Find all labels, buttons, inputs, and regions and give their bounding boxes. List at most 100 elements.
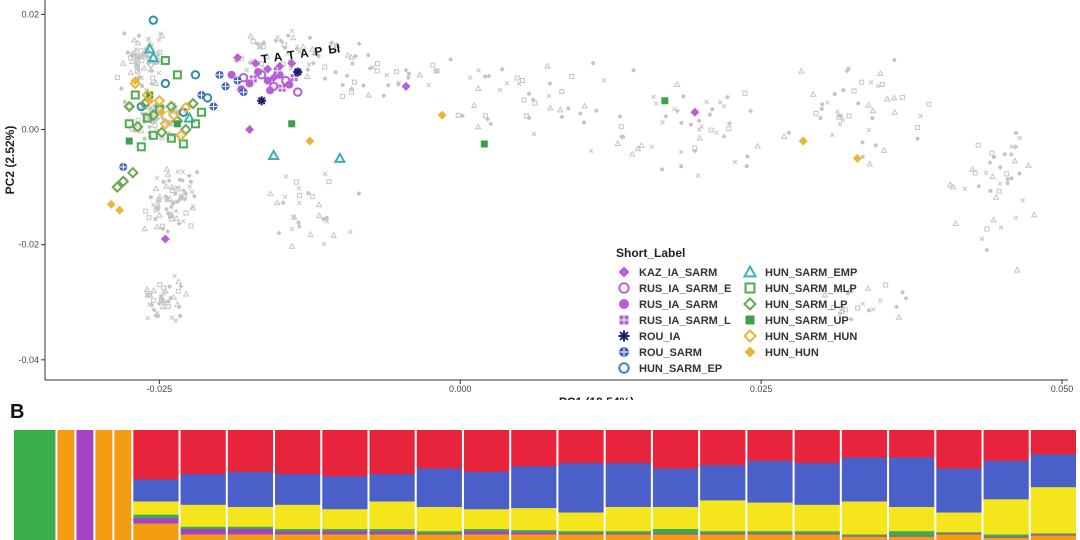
point-rus_ia_sarm_e-4 [293, 87, 303, 97]
admixture-segment [275, 474, 321, 506]
point-hun_sarm_mlp-8 [190, 119, 200, 129]
admixture-segment [936, 533, 982, 535]
admixture-segment [369, 529, 415, 532]
point-rus_ia_sarm-8 [266, 86, 275, 95]
point-hun_sarm_lp-9 [126, 166, 139, 179]
admixture-segment [511, 534, 557, 540]
panel-label-b: B [10, 401, 24, 423]
x-axis-title: PC1 (19.54%) [559, 395, 634, 400]
admixture-segment [841, 535, 888, 537]
point-hun_sarm_ep-2 [160, 78, 171, 89]
admixture-segment [180, 526, 226, 530]
admixture-segment [983, 499, 1029, 535]
admixture-segment [605, 463, 651, 508]
admixture-segment [227, 471, 274, 508]
point-rou_sarm-2 [233, 76, 242, 85]
admixture-group-14 [558, 430, 604, 540]
point-hun_sarm_emp-1 [147, 51, 160, 63]
point-hun_sarm_hun-5 [159, 117, 172, 130]
legend-marker-rus_ia_sarm [619, 299, 629, 309]
admixture-segment [747, 502, 793, 532]
admixture-segment [511, 466, 557, 509]
legend-label: ROU_IA [639, 331, 681, 343]
point-hun_sarm_ep-0 [148, 15, 159, 25]
admixture-segment [463, 529, 510, 532]
admixture-segment [747, 531, 793, 534]
admixture-segment [652, 430, 699, 469]
point-rou_sarm-0 [215, 70, 224, 79]
point-hun_sarm_mlp-10 [136, 142, 146, 152]
admixture-group-21 [889, 430, 935, 540]
admixture-segment [936, 468, 982, 513]
point-kaz_ia_sarm-8 [690, 107, 700, 117]
point-kaz_ia_sarm-7 [401, 81, 411, 91]
point-hun_sarm_lp-8 [117, 175, 130, 188]
admixture-segment [558, 430, 604, 464]
admixture-segment [983, 536, 1029, 539]
admixture-segment [794, 463, 840, 506]
point-hun_sarm_mlp-9 [124, 119, 134, 129]
admixture-segment [416, 534, 462, 540]
point-hun_sarm_lp-3 [147, 109, 160, 122]
point-hun_hun-2 [130, 76, 140, 86]
admixture-segment [936, 430, 982, 469]
admixture-segment [1030, 430, 1076, 455]
admixture-segment [369, 531, 415, 535]
point-hun_sarm_mlp-2 [130, 90, 140, 100]
admixture-segment [936, 534, 982, 540]
point-rou_sarm-5 [209, 102, 218, 111]
admixture-segment [605, 507, 651, 532]
admixture-group-3 [95, 430, 113, 540]
point-hun_sarm_lp-7 [179, 123, 192, 136]
admixture-segment [983, 534, 1029, 537]
point-hun_sarm_lp-4 [155, 126, 168, 139]
x-tick-label: 0.050 [1051, 384, 1074, 394]
legend-label: ROU_SARM [639, 347, 702, 359]
legend-marker-hun_sarm_mlp [744, 282, 756, 294]
admixture-segment [322, 534, 368, 540]
point-rou_sarm-1 [221, 82, 230, 91]
admixture-group-0 [14, 430, 56, 540]
admixture-segment [180, 529, 226, 535]
point-hun_sarm_lp-11 [187, 97, 199, 110]
admixture-segment [133, 430, 179, 480]
point-kaz_ia_sarm-1 [251, 58, 261, 68]
admixture-segment [511, 532, 557, 535]
admixture-segment [794, 533, 840, 535]
point-hun_hun-6 [437, 110, 447, 120]
admixture-segment [700, 465, 746, 501]
legend-label: HUN_SARM_EMP [765, 267, 857, 279]
admixture-segment [180, 534, 226, 540]
point-hun_sarm_up-5 [173, 120, 181, 128]
point-hun_sarm_emp-3 [333, 151, 347, 163]
admixture-segment [558, 463, 604, 513]
point-rus_ia_sarm-5 [285, 80, 294, 89]
y-axis-title: PC2 (2.52%) [3, 126, 17, 195]
admixture-segment [889, 531, 935, 536]
admixture-segment [275, 529, 321, 532]
admixture-segment [322, 529, 368, 532]
legend-label: HUN_SARM_MLP [765, 283, 857, 295]
admixture-segment [369, 534, 415, 540]
point-hun_sarm_up-2 [480, 140, 488, 148]
admixture-segment [133, 518, 179, 524]
admixture-group-16 [652, 430, 699, 540]
admixture-group-11 [416, 430, 462, 540]
point-hun_hun-1 [115, 205, 125, 215]
admixture-segment [558, 512, 604, 532]
admixture-group-20 [841, 430, 888, 540]
admixture-segment [1030, 487, 1076, 534]
point-hun_sarm_mlp-6 [166, 133, 176, 143]
point-kaz_ia_sarm-5 [245, 125, 255, 135]
y-tick-label: 0.02 [21, 9, 39, 19]
point-hun_sarm_mlp-7 [178, 139, 188, 149]
admixture-segment [558, 531, 604, 534]
legend-label: RUS_IA_SARM_L [639, 315, 731, 327]
admixture-segment [747, 534, 793, 540]
point-rou_ia-1 [257, 96, 267, 106]
admixture-segment [463, 531, 510, 535]
admixture-group-5 [133, 430, 179, 540]
admixture-segment [605, 533, 651, 535]
admixture-segment [558, 534, 604, 540]
